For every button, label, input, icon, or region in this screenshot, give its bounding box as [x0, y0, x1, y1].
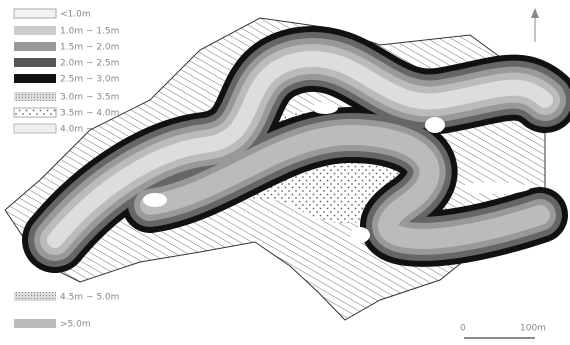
legend-label: 3.0m ~ 3.5m — [60, 93, 119, 103]
north-arrow-head — [531, 8, 539, 18]
legend-swatch — [14, 42, 56, 51]
legend-swatch — [14, 74, 56, 83]
depth-map: <1.0m 1.0m ~ 1.5m 1.5m ~ 2.0m 2.0m ~ 2.5… — [0, 0, 570, 345]
legend-label: 2.0m ~ 2.5m — [60, 59, 119, 69]
legend-swatch — [14, 58, 56, 67]
legend-swatch — [14, 319, 56, 328]
legend-label: 3.5m ~ 4.0m — [60, 109, 119, 119]
legend-label: >5.0m — [60, 320, 91, 330]
legend-label: 4.5m ~ 5.0m — [60, 293, 119, 303]
shallow-spot — [312, 102, 338, 114]
legend-label: 2.5m ~ 3.0m — [60, 75, 119, 85]
legend-label: <1.0m — [60, 10, 91, 20]
legend-label: 1.5m ~ 2.0m — [60, 43, 119, 53]
north-arrow — [531, 8, 539, 42]
shallow-spot — [350, 227, 370, 243]
legend-label: 1.0m ~ 1.5m — [60, 27, 119, 37]
shallow-spot — [460, 182, 530, 194]
legend-swatch — [14, 292, 56, 301]
scale-bar: 0 100m — [460, 324, 546, 339]
scale-start: 0 — [460, 324, 466, 334]
legend-swatch — [14, 108, 56, 117]
shallow-spot — [143, 193, 167, 207]
legend-swatch — [14, 26, 56, 35]
legend-swatch — [14, 9, 56, 18]
scale-end: 100m — [520, 324, 546, 334]
legend-swatch — [14, 92, 56, 101]
legend-swatch — [14, 124, 56, 133]
shallow-spot — [425, 117, 445, 133]
